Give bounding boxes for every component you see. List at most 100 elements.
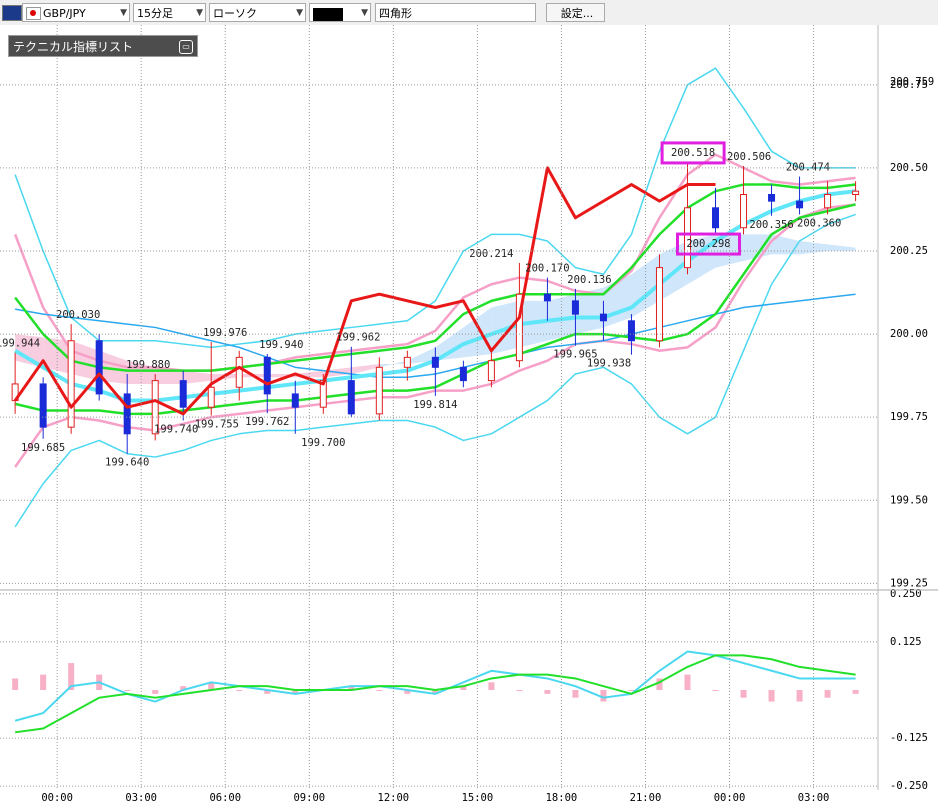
y-tick-label: 200.50: [890, 162, 928, 174]
histogram-bar: [824, 690, 831, 698]
candle-body: [627, 320, 635, 342]
histogram-bar: [180, 686, 187, 690]
x-tick-label: 00:00: [41, 792, 73, 804]
indicator-panel[interactable]: テクニカル指標リスト ▭: [8, 35, 198, 57]
x-tick-label: 12:00: [378, 792, 410, 804]
timeframe: 15分足: [137, 7, 173, 20]
candle-body: [263, 356, 271, 395]
histogram-bar: [236, 690, 243, 691]
candle-body: [375, 366, 383, 415]
histogram-bar: [376, 690, 383, 691]
histogram-bar: [796, 690, 803, 702]
cloud: [463, 307, 492, 358]
chart-type-select[interactable]: ローソク ▼: [209, 3, 306, 22]
x-tick-label: 03:00: [125, 792, 157, 804]
cloud: [183, 370, 212, 384]
chart-type: ローソク: [213, 7, 257, 20]
price-label: 199.685: [21, 442, 65, 454]
price-label: 200.030: [56, 309, 100, 321]
symbol: GBP/JPY: [43, 7, 86, 20]
y-tick-label: 200.00: [890, 328, 928, 340]
candle-body: [95, 340, 103, 395]
histogram-bar: [152, 690, 159, 694]
candle-body: [655, 267, 663, 342]
x-tick-label: 03:00: [798, 792, 830, 804]
symbol-select[interactable]: GBP/JPY ▼: [22, 3, 130, 22]
candle-body: [123, 393, 131, 435]
settings-button[interactable]: 設定...: [546, 3, 605, 22]
indicator-line: [13, 166, 716, 416]
tool: 四角形: [379, 7, 412, 20]
cloud: [71, 340, 100, 381]
candle-body: [796, 200, 804, 209]
histogram-bar: [712, 690, 719, 691]
price-label: 199.755: [195, 419, 239, 431]
x-tick-label: 18:00: [546, 792, 578, 804]
candle-body: [39, 383, 47, 428]
y-tick-label: 199.50: [890, 494, 928, 506]
candle-body: [824, 194, 832, 209]
price-label: 200.170: [525, 263, 569, 275]
price-label: 200.356: [749, 219, 793, 231]
price-label: 199.880: [126, 359, 170, 371]
histogram-bar: [768, 690, 775, 702]
price-label: 199.965: [553, 349, 597, 361]
highlight-box: [676, 232, 742, 256]
price-label: 199.940: [259, 339, 303, 351]
histogram-bar: [68, 663, 75, 690]
price-label: 199.814: [413, 399, 457, 411]
candle-body: [291, 393, 299, 408]
indicator-line: [14, 654, 856, 734]
candle-body: [740, 194, 748, 229]
histogram-bar: [516, 690, 523, 691]
y-tick-label: -0.250: [890, 780, 928, 792]
candle-body: [768, 194, 776, 202]
toolbar: GBP/JPY ▼ 15分足 ▼ ローソク ▼ ▼ 四角形 設定...: [0, 0, 938, 25]
y-tick-label: 199.25: [890, 577, 928, 589]
cloud: [99, 350, 128, 384]
price-label: 199.640: [105, 457, 149, 469]
y-tick-label: 200.25: [890, 245, 928, 257]
y-tick-label: 0.250: [890, 588, 922, 600]
indicator-line: [13, 153, 856, 372]
candle-body: [459, 366, 467, 382]
candle-body: [207, 386, 215, 408]
line-style-select[interactable]: ▼: [309, 3, 371, 22]
cloud: [407, 347, 436, 364]
timeframe-select[interactable]: 15分足 ▼: [133, 3, 206, 22]
y-tick-label: 0.125: [890, 636, 922, 648]
candle-body: [712, 207, 720, 229]
candle-body: [683, 207, 691, 269]
histogram-bar: [852, 690, 859, 694]
price-label: 199.700: [301, 437, 345, 449]
tool-input[interactable]: 四角形: [375, 3, 536, 22]
candle-body: [347, 380, 355, 415]
candle-body: [179, 380, 187, 408]
cloud: [435, 327, 464, 361]
histogram-bar: [432, 690, 439, 694]
cloud: [827, 244, 856, 251]
x-tick-label: 15:00: [462, 792, 494, 804]
candle-body: [543, 293, 551, 302]
histogram-bar: [684, 674, 691, 690]
histogram-bar: [124, 690, 131, 691]
price-label: 200.136: [567, 274, 611, 286]
candle-body: [151, 380, 159, 435]
histogram-bar: [460, 686, 467, 690]
cloud: [351, 364, 380, 374]
plot-area: 199.944 200.030 199.685 199.640 199.880 199.7…: [0, 67, 860, 734]
candle-body: [67, 340, 75, 428]
histogram-bar: [488, 682, 495, 690]
histogram-bar: [600, 690, 607, 702]
price-label: 200.298: [686, 238, 730, 250]
candle-body: [599, 313, 607, 322]
cloud: [743, 234, 772, 261]
price-label: 200.214: [469, 248, 513, 260]
candle-body: [571, 300, 579, 315]
y-tick-label: -0.125: [890, 732, 928, 744]
x-tick-label: 09:00: [293, 792, 325, 804]
candle-body: [852, 190, 860, 195]
x-tick-label: 21:00: [630, 792, 662, 804]
